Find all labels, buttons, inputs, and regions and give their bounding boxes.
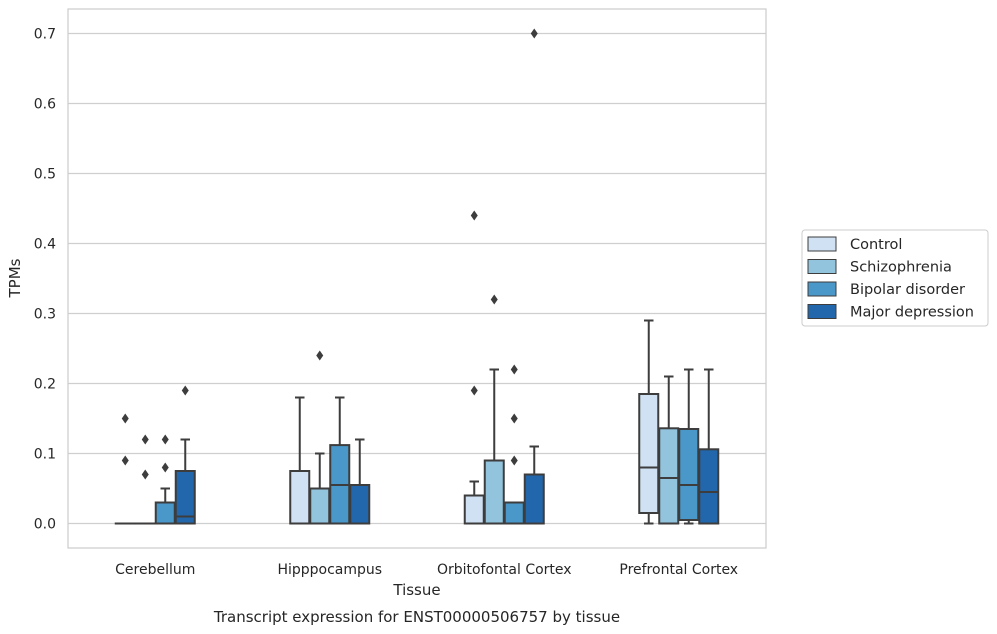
outlier-point xyxy=(470,385,478,396)
x-tick-label: Hipppocampus xyxy=(277,562,382,578)
y-tick-labels: 0.0 0.1 0.2 0.3 0.4 0.5 0.6 0.7 xyxy=(34,27,56,533)
outlier-point xyxy=(510,413,518,424)
y-tick-label: 0.2 xyxy=(34,377,56,393)
box-2-0 xyxy=(463,210,485,525)
x-tick-label: Cerebellum xyxy=(115,562,195,578)
box-2-3 xyxy=(523,28,545,525)
y-tick-label: 0.7 xyxy=(34,27,56,43)
y-axis-label: TPMs xyxy=(6,258,24,298)
outlier-point xyxy=(530,28,538,39)
iqr-box xyxy=(289,470,311,525)
y-tick-label: 0.6 xyxy=(34,97,56,113)
outlier-point xyxy=(161,462,169,473)
box-2-1 xyxy=(483,294,505,525)
box-3-3 xyxy=(698,368,720,525)
box-0-3 xyxy=(174,385,196,525)
iqr-box xyxy=(638,393,660,514)
y-tick-label: 0.3 xyxy=(34,307,56,323)
box-1-2 xyxy=(329,396,351,525)
x-tick-labels: Cerebellum Hipppocampus Orbitofontal Corte… xyxy=(115,562,738,578)
legend-swatch xyxy=(807,304,837,319)
box-1-1 xyxy=(309,350,331,525)
box-3-1 xyxy=(658,375,680,525)
legend-frame xyxy=(801,229,989,327)
outlier-point xyxy=(161,434,169,445)
box-0-0 xyxy=(114,413,136,525)
iqr-box xyxy=(483,459,505,525)
legend-label: Major depression xyxy=(850,305,974,321)
legend-label: Schizophrenia xyxy=(850,260,952,276)
box-3-2 xyxy=(678,368,700,525)
iqr-box xyxy=(503,501,525,525)
outlier-point xyxy=(121,413,129,424)
outlier-point xyxy=(510,455,518,466)
legend-swatch xyxy=(807,236,837,252)
iqr-box xyxy=(463,494,485,525)
y-tick-label: 0.4 xyxy=(34,237,56,253)
legend-swatch xyxy=(807,281,837,297)
iqr-box xyxy=(309,487,331,525)
x-tick-label: Prefrontal Cortex xyxy=(619,562,738,578)
iqr-box xyxy=(698,448,720,525)
box-1-0 xyxy=(289,396,311,525)
outlier-point xyxy=(510,364,518,375)
y-tick-label: 0.5 xyxy=(34,167,56,183)
legend-swatch xyxy=(807,259,837,274)
outlier-point xyxy=(141,469,149,480)
outlier-point xyxy=(316,350,324,361)
y-tick-label: 0.0 xyxy=(34,517,56,533)
box-2-2 xyxy=(503,364,525,525)
outlier-point xyxy=(141,434,149,445)
outlier-point xyxy=(181,385,189,396)
plot-area-frame xyxy=(67,8,767,549)
outlier-point xyxy=(490,294,498,305)
box-1-3 xyxy=(349,438,371,525)
outlier-point xyxy=(470,210,478,221)
iqr-box xyxy=(523,473,545,525)
legend-label: Bipolar disorder xyxy=(850,282,965,298)
box-0-1 xyxy=(134,434,156,525)
y-tick-label: 0.1 xyxy=(34,447,56,463)
x-axis-label: Tissue xyxy=(392,581,440,599)
outlier-point xyxy=(121,455,129,466)
chart-caption: Transcript expression for ENST0000050675… xyxy=(213,608,620,626)
iqr-box xyxy=(658,427,680,525)
legend: Control Schizophrenia Bipolar disorder Majo… xyxy=(801,229,989,327)
iqr-box xyxy=(678,428,700,521)
legend-label: Control xyxy=(850,237,902,253)
iqr-box xyxy=(349,484,371,525)
x-tick-label: Orbitofontal Cortex xyxy=(437,562,572,578)
box-3-0 xyxy=(638,319,660,525)
boxes xyxy=(114,28,720,525)
box-0-2 xyxy=(154,434,176,525)
iqr-box xyxy=(154,501,176,525)
iqr-box xyxy=(174,470,196,525)
